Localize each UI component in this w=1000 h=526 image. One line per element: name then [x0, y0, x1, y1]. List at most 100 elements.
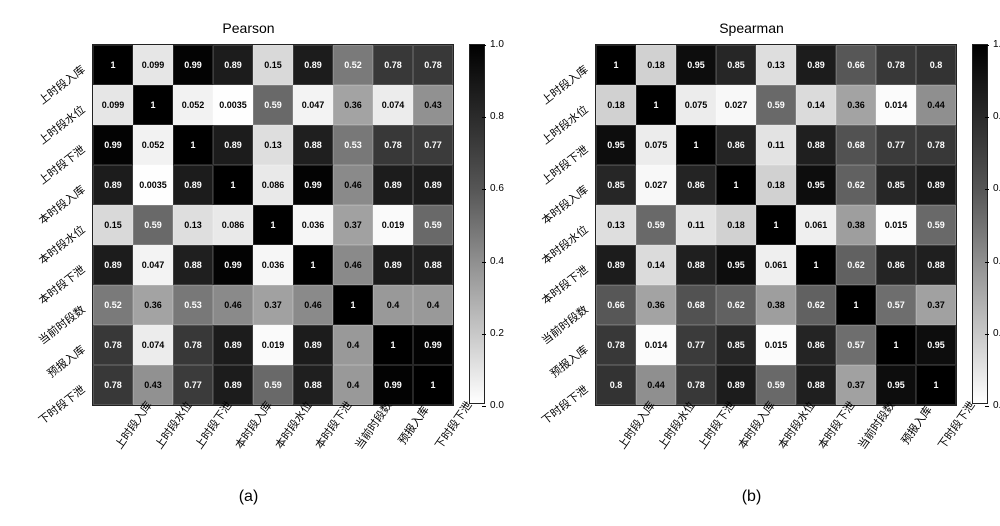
heatmap-cell: 0.46	[213, 285, 253, 325]
heatmap-cell: 1	[173, 125, 213, 165]
heatmap-cell: 0.13	[756, 45, 796, 85]
heatmap-cell: 0.8	[916, 45, 956, 85]
heatmap-cell: 0.78	[373, 125, 413, 165]
heatmap-cell: 0.047	[293, 85, 333, 125]
colorbar-tick: 0.6	[490, 183, 504, 194]
heatmap-cell: 0.59	[133, 205, 173, 245]
heatmap-cell: 1	[876, 325, 916, 365]
heatmap-cell: 0.62	[836, 245, 876, 285]
heatmap-cell: 1	[333, 285, 373, 325]
heatmap-cell: 0.36	[636, 285, 676, 325]
heatmap-cell: 0.027	[716, 85, 756, 125]
panel-title: Spearman	[719, 20, 784, 36]
heatmap-cell: 0.052	[173, 85, 213, 125]
heatmap-cell: 0.86	[796, 325, 836, 365]
figure-root: Pearson 上时段入库上时段水位上时段下泄本时段入库本时段水位本时段下泄当前时…	[12, 20, 988, 506]
heatmap-cell: 0.4	[333, 325, 373, 365]
heatmap-panel-0: Pearson 上时段入库上时段水位上时段下泄本时段入库本时段水位本时段下泄当前时…	[12, 20, 485, 506]
heatmap-cell: 0.95	[916, 325, 956, 365]
colorbar: 1.00.80.60.40.20.0	[469, 44, 485, 404]
colorbar-gradient: 1.00.80.60.40.20.0	[469, 44, 485, 404]
panel-title: Pearson	[222, 20, 274, 36]
colorbar-tick: 0.2	[490, 328, 504, 339]
heatmap-cell: 0.89	[213, 45, 253, 85]
heatmap-cell: 0.85	[876, 165, 916, 205]
heatmap-cell: 1	[716, 165, 756, 205]
colorbar-tick: 1.0	[490, 39, 504, 50]
heatmap-cell: 1	[133, 85, 173, 125]
heatmap-cell: 0.57	[836, 325, 876, 365]
heatmap-cell: 0.88	[676, 245, 716, 285]
heatmap-cell: 0.18	[636, 45, 676, 85]
heatmap-cell: 0.52	[333, 45, 373, 85]
heatmap-cell: 0.036	[253, 245, 293, 285]
x-axis-labels: 上时段入库上时段水位上时段下泄本时段入库本时段水位本时段下泄当前时段数预报入库下…	[595, 410, 957, 480]
heatmap-cell: 0.37	[333, 205, 373, 245]
heatmap-cell: 0.57	[876, 285, 916, 325]
heatmap-cell: 0.77	[876, 125, 916, 165]
heatmap-cell: 0.66	[836, 45, 876, 85]
heatmap-cell: 1	[373, 325, 413, 365]
heatmap-cell: 0.014	[876, 85, 916, 125]
heatmap-cell: 0.53	[333, 125, 373, 165]
colorbar-tick: 0.8	[490, 111, 504, 122]
heatmap-cell: 0.061	[796, 205, 836, 245]
heatmap-cell: 0.015	[756, 325, 796, 365]
heatmap-cell: 0.46	[333, 245, 373, 285]
colorbar: 1.00.80.60.40.20.0	[972, 44, 988, 404]
heatmap-cell: 0.019	[253, 325, 293, 365]
colorbar-tick: 1.0	[993, 39, 1000, 50]
heatmap-cell: 0.11	[676, 205, 716, 245]
heatmap-cell: 0.88	[173, 245, 213, 285]
grid-wrap: 10.180.950.850.130.890.660.780.80.1810.0…	[595, 44, 957, 480]
heatmap-cell: 0.074	[373, 85, 413, 125]
heatmap-cell: 0.89	[173, 165, 213, 205]
heatmap-cell: 0.62	[836, 165, 876, 205]
heatmap-cell: 0.99	[413, 325, 453, 365]
heatmap-cell: 0.78	[373, 45, 413, 85]
heatmap-cell: 0.78	[916, 125, 956, 165]
y-axis-labels: 上时段入库上时段水位上时段下泄本时段入库本时段水位本时段下泄当前时段数预报入库下…	[12, 44, 88, 404]
heatmap-cell: 0.77	[413, 125, 453, 165]
heatmap-cell: 0.89	[916, 165, 956, 205]
heatmap-cell: 0.44	[916, 85, 956, 125]
heatmap-cell: 0.43	[413, 85, 453, 125]
heatmap-cell: 0.59	[636, 205, 676, 245]
heatmap-cell: 0.88	[293, 125, 333, 165]
heatmap-cell: 0.85	[716, 45, 756, 85]
colorbar-tick: 0.0	[993, 400, 1000, 411]
heatmap-cell: 0.37	[916, 285, 956, 325]
heatmap-grid: 10.180.950.850.130.890.660.780.80.1810.0…	[595, 44, 957, 406]
colorbar-tick: 0.8	[993, 111, 1000, 122]
heatmap-cell: 0.14	[796, 85, 836, 125]
heatmap-cell: 0.59	[413, 205, 453, 245]
heatmap-cell: 0.89	[293, 45, 333, 85]
heatmap-cell: 0.77	[676, 325, 716, 365]
heatmap-cell: 1	[213, 165, 253, 205]
colorbar-ticks: 1.00.80.60.40.20.0	[490, 39, 504, 411]
chart-area: 上时段入库上时段水位上时段下泄本时段入库本时段水位本时段下泄当前时段数预报入库下…	[515, 44, 988, 480]
heatmap-cell: 0.88	[796, 125, 836, 165]
heatmap-grid: 10.0990.990.890.150.890.520.780.780.0991…	[92, 44, 454, 406]
heatmap-cell: 1	[756, 205, 796, 245]
heatmap-cell: 0.13	[173, 205, 213, 245]
heatmap-cell: 0.78	[173, 325, 213, 365]
heatmap-cell: 1	[796, 245, 836, 285]
heatmap-cell: 0.11	[756, 125, 796, 165]
heatmap-cell: 0.13	[253, 125, 293, 165]
heatmap-cell: 0.086	[213, 205, 253, 245]
heatmap-cell: 0.78	[876, 45, 916, 85]
x-axis-labels: 上时段入库上时段水位上时段下泄本时段入库本时段水位本时段下泄当前时段数预报入库下…	[92, 410, 454, 480]
heatmap-cell: 0.88	[916, 245, 956, 285]
heatmap-cell: 1	[836, 285, 876, 325]
heatmap-cell: 0.086	[253, 165, 293, 205]
heatmap-cell: 0.95	[796, 165, 836, 205]
grid-wrap: 10.0990.990.890.150.890.520.780.780.0991…	[92, 44, 454, 480]
heatmap-cell: 0.036	[293, 205, 333, 245]
colorbar-gradient: 1.00.80.60.40.20.0	[972, 44, 988, 404]
heatmap-cell: 0.18	[716, 205, 756, 245]
heatmap-cell: 0.99	[293, 165, 333, 205]
heatmap-cell: 0.86	[676, 165, 716, 205]
heatmap-cell: 0.95	[676, 45, 716, 85]
heatmap-cell: 0.68	[836, 125, 876, 165]
